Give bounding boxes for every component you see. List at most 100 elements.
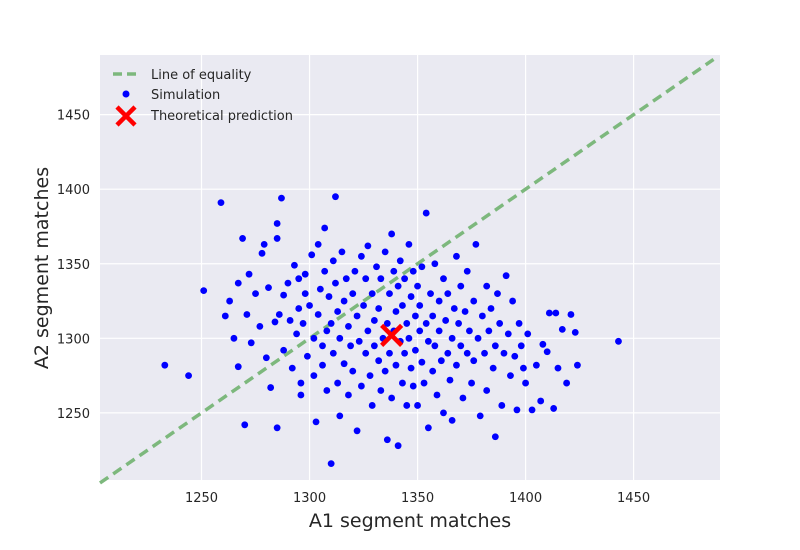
simulation-point (366, 372, 374, 380)
simulation-point (420, 379, 428, 387)
simulation-point (381, 248, 389, 256)
simulation-point (407, 293, 415, 300)
simulation-point (327, 460, 335, 467)
simulation-point (427, 290, 434, 297)
simulation-point (615, 337, 622, 345)
simulation-point (567, 311, 575, 318)
simulation-point (537, 397, 545, 405)
simulation-point (491, 342, 499, 350)
simulation-point (243, 311, 251, 318)
simulation-point (442, 317, 450, 324)
grid-lines (100, 55, 720, 480)
simulation-point (323, 387, 331, 394)
simulation-point (295, 275, 303, 283)
simulation-point (234, 279, 242, 287)
simulation-point (520, 364, 527, 372)
simulation-point (278, 194, 285, 202)
simulation-point (422, 209, 430, 217)
simulation-point (513, 406, 521, 414)
simulation-point (446, 376, 454, 384)
simulation-point (185, 372, 192, 380)
simulation-point (522, 379, 529, 387)
simulation-point (273, 424, 281, 432)
simulation-point (273, 235, 281, 242)
simulation-point (329, 349, 337, 357)
simulation-point (444, 349, 452, 357)
simulation-point (401, 349, 408, 357)
simulation-point (517, 342, 525, 350)
simulation-point (338, 248, 346, 256)
simulation-point (353, 427, 361, 435)
simulation-point (403, 402, 411, 409)
simulation-point (450, 305, 458, 312)
simulation-point (375, 357, 383, 365)
simulation-point (407, 364, 415, 372)
simulation-point (418, 358, 426, 366)
x-tick-label: 1350 (401, 491, 434, 506)
simulation-point (260, 240, 268, 248)
simulation-point (414, 402, 421, 409)
simulation-point (293, 330, 300, 338)
simulation-point (448, 334, 456, 342)
simulation-point (435, 297, 443, 305)
simulation-point (370, 317, 378, 324)
simulation-point (325, 293, 333, 300)
simulation-point (528, 406, 536, 414)
simulation-point (262, 354, 270, 362)
simulation-point (524, 330, 532, 338)
simulation-point (280, 291, 288, 299)
simulation-point (234, 363, 242, 371)
simulation-point (301, 270, 309, 278)
simulation-point (342, 275, 350, 283)
simulation-point (455, 320, 463, 327)
y-axis-ticks: 1250 1300 1350 1400 1450 (57, 109, 90, 422)
simulation-point (545, 309, 553, 317)
simulation-point (399, 302, 406, 309)
simulation-point (437, 357, 445, 365)
simulation-point (474, 334, 482, 342)
simulation-point (448, 416, 456, 424)
simulation-point (489, 364, 497, 372)
simulation-point (440, 275, 447, 283)
simulation-point (381, 367, 389, 375)
simulation-point (396, 257, 404, 265)
simulation-point (291, 261, 298, 269)
simulation-point (466, 327, 473, 335)
simulation-point (373, 263, 380, 271)
simulation-point (481, 349, 488, 357)
simulation-point (392, 308, 400, 315)
simulation-point (345, 323, 352, 330)
simulation-point (355, 337, 363, 345)
legend-line-of-equality-label: Line of equality (151, 68, 252, 83)
simulation-point (239, 235, 246, 242)
simulation-point (267, 384, 275, 391)
simulation-point (498, 402, 506, 409)
simulation-point (491, 433, 499, 441)
simulation-point (336, 412, 344, 420)
simulation-point (424, 424, 432, 432)
simulation-point (161, 361, 169, 369)
simulation-point (357, 252, 365, 260)
simulation-point (312, 418, 320, 426)
simulation-point (463, 267, 471, 275)
simulation-point (405, 240, 413, 248)
simulation-point (275, 311, 283, 318)
x-tick-label: 1400 (509, 491, 542, 506)
simulation-point (200, 287, 208, 295)
simulation-point (280, 346, 288, 354)
simulation-point (327, 320, 335, 327)
simulation-point (412, 346, 419, 354)
simulation-point (457, 342, 465, 350)
simulation-point (424, 337, 432, 345)
simulation-point (472, 240, 480, 248)
series-layer (99, 58, 715, 485)
simulation-point (357, 382, 365, 390)
simulation-point (433, 391, 441, 399)
legend-theoretical-prediction-swatch (115, 105, 137, 127)
simulation-point (504, 330, 512, 338)
simulation-point (386, 290, 393, 297)
simulation-point (353, 312, 361, 320)
simulation-point (485, 327, 493, 335)
y-tick-label: 1250 (57, 407, 90, 422)
simulation-point (478, 312, 486, 320)
